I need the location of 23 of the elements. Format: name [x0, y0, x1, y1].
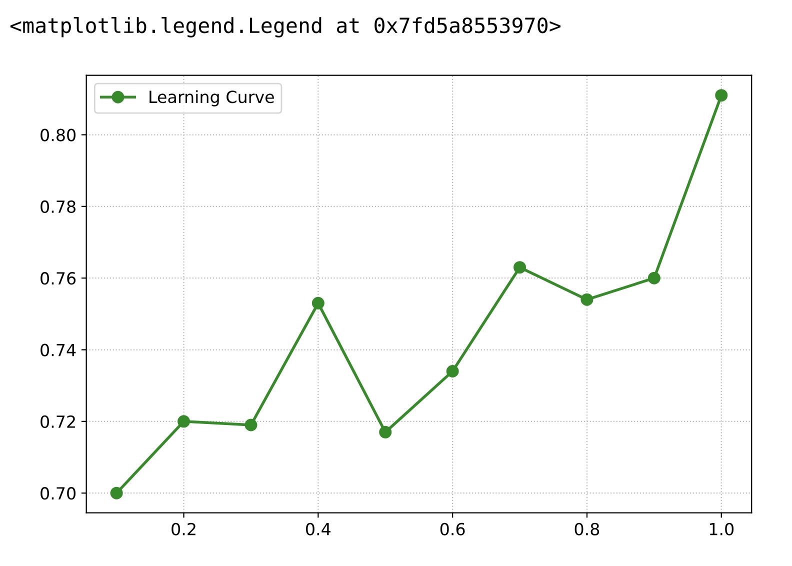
legend-label: Learning Curve [150, 90, 274, 106]
point [715, 89, 728, 102]
x-tick-label: 0.4 [306, 522, 330, 536]
point [446, 365, 459, 378]
y-tick-label: 0.74 [40, 344, 76, 356]
point [312, 296, 324, 310]
text: <matplotlib.legend.Legend at 0x7fd5a8553970> [10, 16, 560, 38]
y-tick-label: 0.80 [40, 128, 76, 142]
y-tick-label: 0.72 [40, 415, 75, 428]
point [514, 261, 526, 274]
point [178, 415, 190, 428]
x-tick-label: 1.0 [710, 522, 734, 536]
y-tick-label: 0.78 [40, 200, 76, 213]
x-tick-label: 0.6 [440, 522, 465, 536]
point [110, 486, 123, 500]
point [244, 418, 258, 432]
point [580, 293, 594, 306]
y-tick-label: 0.70 [40, 487, 76, 500]
point [648, 272, 660, 284]
x-tick-label: 0.2 [172, 522, 196, 536]
x-tick-label: 0.8 [574, 522, 600, 536]
point [379, 426, 392, 438]
y-tick-label: 0.76 [40, 272, 76, 285]
